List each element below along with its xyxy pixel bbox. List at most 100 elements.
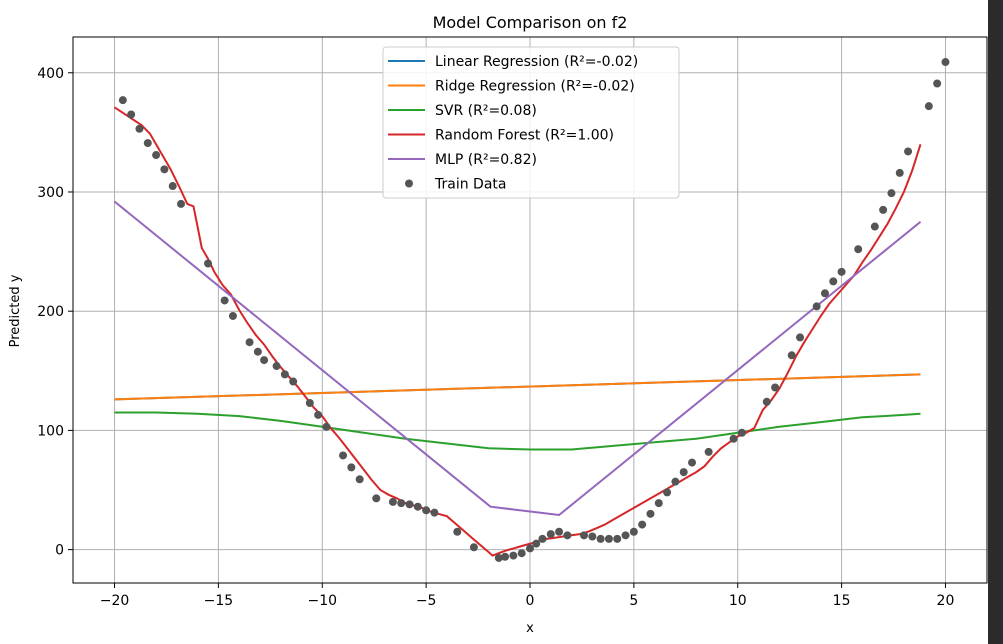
- x-tick-label: −10: [307, 593, 337, 609]
- legend-box: [382, 46, 680, 199]
- x-tick-label: 0: [526, 593, 535, 609]
- mlp-line: [113, 200, 922, 517]
- data-point: [671, 477, 680, 486]
- data-point: [160, 165, 169, 174]
- legend-label: MLP (R²=0.82): [435, 152, 537, 168]
- data-point: [245, 338, 254, 347]
- legend-label: Linear Regression (R²=-0.02): [435, 54, 638, 70]
- series-layer: [113, 58, 950, 562]
- data-point: [555, 527, 564, 536]
- x-tick-label: −20: [100, 593, 130, 609]
- svr-line: [114, 411, 921, 451]
- data-point: [397, 499, 406, 508]
- y-tick-label: 100: [37, 423, 64, 439]
- data-point: [228, 311, 237, 320]
- data-point: [904, 147, 913, 156]
- data-point: [430, 508, 439, 517]
- data-point: [820, 289, 829, 298]
- data-point: [469, 543, 478, 552]
- data-point: [870, 222, 879, 231]
- data-point: [168, 182, 177, 191]
- data-point: [517, 549, 526, 558]
- data-point: [538, 534, 547, 543]
- data-point: [152, 151, 161, 160]
- data-point: [280, 370, 289, 379]
- data-point: [509, 551, 518, 560]
- data-point: [762, 397, 771, 406]
- data-point: [305, 398, 314, 407]
- data-point: [563, 531, 572, 540]
- data-point: [143, 139, 152, 148]
- data-point: [260, 356, 269, 365]
- data-point: [355, 475, 364, 484]
- data-point: [314, 410, 323, 419]
- window-edge: [988, 0, 1003, 644]
- y-tick-label: 300: [37, 185, 64, 201]
- data-point: [837, 267, 846, 276]
- train-data-points: [118, 58, 950, 562]
- legend-label: Train Data: [434, 177, 506, 193]
- data-point: [118, 96, 127, 105]
- data-point: [501, 552, 510, 561]
- data-point: [663, 488, 672, 497]
- data-point: [854, 245, 863, 254]
- legend-label: SVR (R²=0.08): [435, 103, 537, 119]
- data-point: [596, 534, 605, 543]
- ridge-regression-line: [114, 373, 921, 401]
- data-point: [177, 199, 186, 208]
- x-tick-label: 15: [833, 593, 851, 609]
- data-point: [127, 110, 136, 119]
- data-point: [532, 539, 541, 548]
- data-point: [924, 102, 933, 111]
- data-point: [796, 333, 805, 342]
- data-point: [220, 296, 229, 305]
- x-tick-label: −15: [204, 593, 234, 609]
- data-point: [933, 79, 942, 88]
- data-point: [339, 451, 348, 460]
- x-tick-label: 10: [729, 593, 747, 609]
- data-point: [580, 531, 589, 540]
- data-point: [272, 362, 281, 371]
- legend: Linear Regression (R²=-0.02) Ridge Regres…: [382, 46, 680, 199]
- y-tick-label: 200: [37, 304, 64, 320]
- data-point: [546, 530, 555, 539]
- y-axis-label: Predicted y: [8, 274, 23, 347]
- data-point: [679, 468, 688, 477]
- data-point: [405, 500, 414, 509]
- data-point: [135, 124, 144, 133]
- data-point: [413, 502, 422, 511]
- data-point: [422, 506, 431, 515]
- data-point: [621, 531, 630, 540]
- data-point: [737, 428, 746, 437]
- data-point: [494, 553, 503, 562]
- data-point: [941, 58, 950, 67]
- data-point: [526, 544, 534, 553]
- data-point: [253, 347, 262, 356]
- data-point: [879, 205, 888, 214]
- data-point: [604, 534, 613, 543]
- y-tick-label: 400: [37, 66, 64, 82]
- data-point: [887, 189, 896, 198]
- data-point: [688, 458, 697, 467]
- legend-label: Ridge Regression (R²=-0.02): [435, 79, 635, 95]
- data-point: [646, 509, 655, 518]
- x-tick-label: −5: [416, 593, 437, 609]
- x-axis-label: x: [526, 621, 534, 636]
- data-point: [771, 383, 780, 392]
- data-point: [204, 259, 213, 268]
- data-point: [895, 168, 904, 177]
- chart-title: Model Comparison on f2: [433, 13, 628, 32]
- data-point: [613, 534, 622, 543]
- data-point: [654, 499, 663, 508]
- x-tick-label: 5: [629, 593, 638, 609]
- random-forest-line: [113, 106, 922, 557]
- legend-label: Random Forest (R²=1.00): [435, 128, 614, 144]
- data-point: [729, 434, 738, 443]
- data-point: [629, 527, 638, 536]
- data-point: [638, 520, 647, 529]
- data-point: [829, 277, 838, 286]
- data-point: [388, 497, 397, 506]
- data-point: [812, 302, 821, 311]
- x-tick-label: 20: [937, 593, 955, 609]
